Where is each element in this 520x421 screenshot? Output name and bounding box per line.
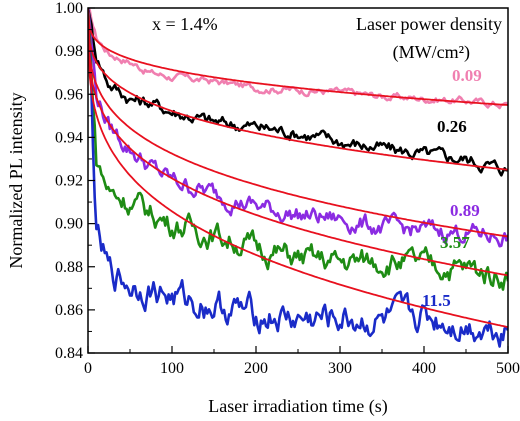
x-tick-label: 300: [328, 360, 352, 377]
y-tick-label: 0.96: [55, 86, 83, 103]
y-tick-label: 0.88: [55, 259, 83, 276]
x-tick-label: 400: [412, 360, 436, 377]
fit-line-11-5: [88, 8, 508, 328]
series-label-11-5: 11.5: [422, 291, 451, 310]
series-label-3-57: 3.57: [440, 233, 470, 252]
x-axis-title: Laser irradiation time (s): [208, 396, 387, 417]
y-tick-label: 0.84: [55, 345, 83, 362]
y-tick-label: 0.86: [55, 302, 83, 319]
fit-line-0-26: [88, 8, 508, 171]
fit-line-0-89: [88, 8, 508, 238]
x-tick-label: 200: [244, 360, 268, 377]
y-axis-title: Normalized PL intensity: [6, 92, 26, 268]
data-line-0-26: [88, 8, 508, 177]
y-tick-label: 0.98: [55, 43, 83, 60]
y-tick-label: 0.92: [55, 173, 83, 190]
fit-line-3-57: [88, 8, 508, 277]
legend-title: Laser power density: [356, 14, 502, 34]
series-label-0-26: 0.26: [437, 117, 467, 136]
x-tick-label: 0: [84, 360, 92, 377]
fit-layer: [88, 8, 508, 328]
legend-units: (MW/cm²): [393, 42, 470, 63]
y-tick-label: 0.94: [55, 129, 83, 146]
composition-annotation: x = 1.4%: [152, 14, 218, 34]
x-tick-label: 100: [160, 360, 184, 377]
y-tick-label: 1.00: [55, 0, 83, 17]
series-label-0-89: 0.89: [450, 201, 480, 220]
series-label-0-09: 0.09: [452, 66, 482, 85]
fit-line-0-09: [88, 8, 508, 106]
data-line-3-57: [88, 8, 508, 291]
data-line-11-5: [88, 8, 508, 348]
ticks-layer: [87, 7, 509, 354]
x-tick-label: 500: [496, 360, 520, 377]
y-tick-label: 0.90: [55, 216, 83, 233]
labels-layer: 0 100 200 300 400 500 0.84 0.86 0.88 0.90 0.92 0.94…: [55, 0, 520, 377]
